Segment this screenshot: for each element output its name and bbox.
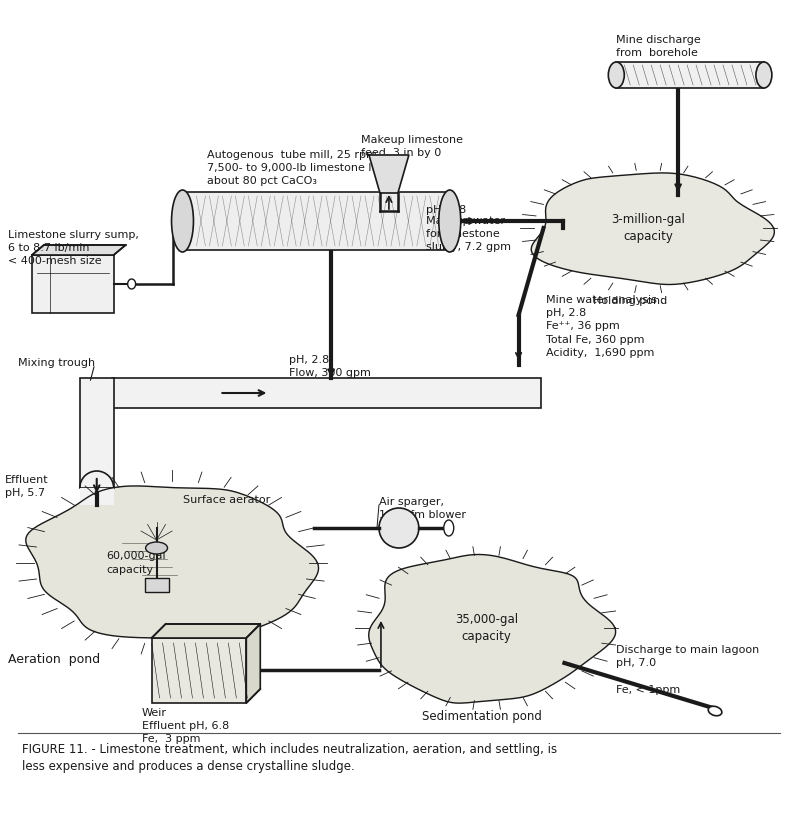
Text: 3-million-gal
capacity: 3-million-gal capacity <box>611 213 685 243</box>
Text: Air sparger,
100-cfm blower: Air sparger, 100-cfm blower <box>379 497 466 520</box>
Text: Autogenous  tube mill, 25 rpm,
7,500- to 9,000-lb limestone load,
about 80 pct C: Autogenous tube mill, 25 rpm, 7,500- to … <box>207 150 396 186</box>
Text: Limestone slurry sump,
6 to 8.7 lb/min
< 400-mesh size: Limestone slurry sump, 6 to 8.7 lb/min <… <box>8 230 139 266</box>
Text: Makeup limestone
feed, 3 in by 0: Makeup limestone feed, 3 in by 0 <box>361 135 463 158</box>
Bar <box>182 192 450 250</box>
Text: Mixing trough: Mixing trough <box>18 358 95 368</box>
Ellipse shape <box>708 706 722 716</box>
Polygon shape <box>369 555 615 703</box>
Text: 35,000-gal
capacity: 35,000-gal capacity <box>455 613 518 643</box>
Ellipse shape <box>146 542 167 554</box>
Bar <box>145 578 169 592</box>
Text: Weir
Effluent pH, 6.8
Fe,  3 ppm: Weir Effluent pH, 6.8 Fe, 3 ppm <box>142 708 229 744</box>
Text: Mine discharge
from  borehole: Mine discharge from borehole <box>616 35 701 58</box>
Ellipse shape <box>128 279 136 289</box>
Text: Sedimentation pond: Sedimentation pond <box>422 710 542 723</box>
Ellipse shape <box>756 62 772 88</box>
Text: Makeup water
for limestone
slurry, 7.2 gpm: Makeup water for limestone slurry, 7.2 g… <box>426 216 511 252</box>
Text: FIGURE 11. - Limestone treatment, which includes neutralization, aeration, and s: FIGURE 11. - Limestone treatment, which … <box>22 743 557 773</box>
Text: pH, 2.8
Flow, 300 gpm: pH, 2.8 Flow, 300 gpm <box>290 355 371 378</box>
Text: 60,000-gal
capacity: 60,000-gal capacity <box>106 551 166 574</box>
Ellipse shape <box>608 62 624 88</box>
Text: pH, 2.8: pH, 2.8 <box>426 205 466 215</box>
Text: Aeration  pond: Aeration pond <box>8 653 100 666</box>
Polygon shape <box>531 173 774 284</box>
Bar <box>112 378 541 408</box>
Ellipse shape <box>171 190 194 252</box>
Ellipse shape <box>444 520 454 536</box>
Polygon shape <box>369 155 409 193</box>
Text: Effluent
pH, 5.7: Effluent pH, 5.7 <box>5 475 49 498</box>
Bar <box>80 378 114 488</box>
Polygon shape <box>26 486 318 640</box>
Text: Mine water analysis :
pH, 2.8
Fe⁺⁺, 36 ppm
Total Fe, 360 ppm
Acidity,  1,690 ppm: Mine water analysis : pH, 2.8 Fe⁺⁺, 36 p… <box>546 295 665 358</box>
Bar <box>616 62 764 88</box>
Polygon shape <box>32 245 126 255</box>
Text: Discharge to main lagoon
pH, 7.0

Fe, < 1ppm: Discharge to main lagoon pH, 7.0 Fe, < 1… <box>616 645 759 694</box>
Text: Surface aerator: Surface aerator <box>183 495 270 505</box>
Ellipse shape <box>379 508 419 548</box>
Bar <box>151 638 246 703</box>
Polygon shape <box>246 624 260 703</box>
Bar <box>80 488 114 505</box>
Polygon shape <box>151 624 260 638</box>
Text: Holding pond: Holding pond <box>593 296 667 306</box>
Ellipse shape <box>438 190 461 252</box>
Bar <box>32 255 114 313</box>
